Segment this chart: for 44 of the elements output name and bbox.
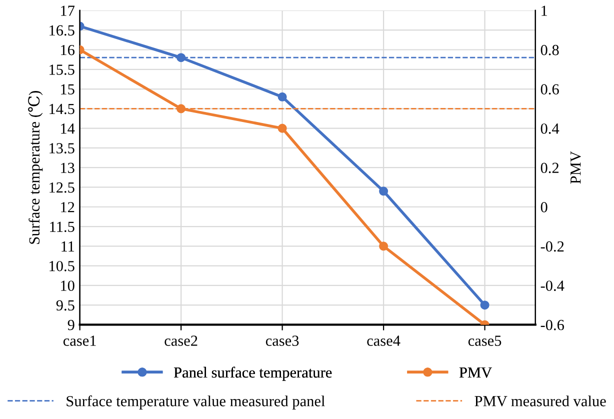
y-tick-label: 14.5	[50, 104, 74, 114]
point	[379, 242, 388, 251]
y-tick-label: 16.5	[50, 25, 74, 36]
y2-tick-label: 0.4	[540, 123, 560, 134]
y-tick-label: 10	[61, 280, 74, 291]
x-tick-label: case2	[164, 336, 198, 346]
point	[176, 104, 186, 114]
y2-tick-label: 0	[540, 202, 548, 212]
y2-tick-label: 0.6	[540, 84, 559, 95]
y2-tick-label: -0.6	[540, 320, 564, 330]
y-tick-label: 12.5	[50, 182, 74, 193]
y-tick-label: 17	[61, 6, 75, 16]
point	[480, 300, 490, 310]
y2-tick-label: 0.2	[540, 162, 559, 174]
x-tick-label: case5	[468, 336, 502, 346]
y-tick-label: 15.5	[50, 64, 74, 75]
y-tick-label: 10.5	[50, 260, 74, 272]
legend-label: PMV measured value	[474, 396, 606, 406]
y2-tick-label: 0.8	[540, 44, 559, 56]
point	[176, 53, 186, 62]
y-axis-title: Surface temperature (℃)	[28, 91, 43, 244]
x-tick-label: case4	[367, 336, 400, 346]
y-tick-label: 15	[61, 84, 74, 94]
y2-axis-title: PMV	[570, 151, 581, 184]
x-tick-label: case1	[63, 336, 96, 346]
y-tick-label: 14	[61, 124, 75, 134]
legend-label: Panel surface temperature	[174, 366, 332, 381]
point	[278, 92, 287, 102]
y2-tick-label: 1	[542, 6, 547, 16]
point	[278, 124, 287, 133]
y-tick-label: 13	[61, 162, 74, 174]
y2-tick-label: -0.4	[540, 280, 564, 291]
y-tick-label: 11.5	[50, 222, 74, 232]
y-tick-label: 16	[61, 44, 75, 56]
y-tick-label: 11	[62, 241, 74, 252]
y-tick-label: 13.5	[50, 143, 74, 154]
y-tick-label: 9.5	[56, 300, 74, 311]
y-tick-label: 9	[68, 320, 74, 330]
legend-label: PMV	[459, 368, 492, 378]
x-tick-label: case3	[266, 336, 299, 346]
legend-label: Surface temperature value measured panel	[66, 395, 325, 410]
point	[379, 186, 388, 196]
y-tick-label: 12	[61, 202, 74, 212]
y2-tick-label: -0.2	[540, 241, 564, 252]
